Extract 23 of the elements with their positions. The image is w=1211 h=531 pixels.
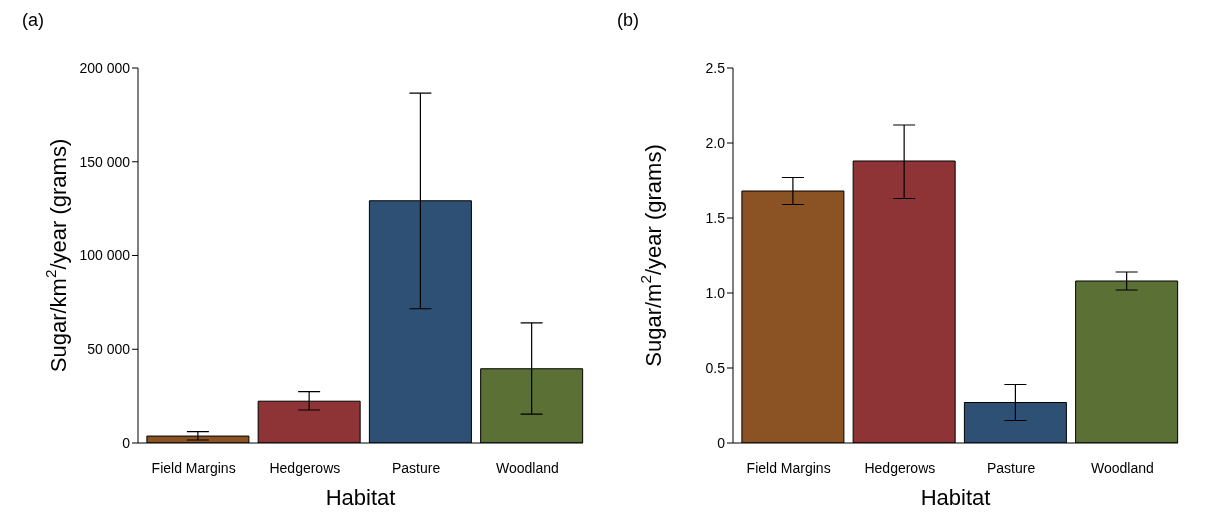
- y-tick-label: 150 000: [79, 153, 131, 170]
- chart-title: (b): [617, 10, 639, 31]
- y-tick-label: 1.5: [705, 209, 726, 226]
- y-tick-label: 1.0: [705, 284, 726, 301]
- y-tick-label: 0: [717, 434, 726, 451]
- x-tick-label: Woodland: [1090, 459, 1154, 476]
- x-tick-label: Hedgerows: [864, 459, 936, 476]
- x-axis-title: Habitat: [325, 484, 396, 510]
- y-tick-label: 200 000: [79, 59, 131, 76]
- chart-title: (a): [22, 10, 44, 31]
- x-axis-title: Habitat: [920, 484, 991, 510]
- y-tick-label: 2.5: [705, 59, 726, 76]
- y-tick-label: 0.5: [705, 359, 726, 376]
- y-tick-label: 0: [122, 434, 131, 451]
- y-tick-label: 2.0: [705, 134, 726, 151]
- x-tick-label: Pasture: [392, 459, 441, 476]
- x-tick-label: Field Margins: [746, 459, 831, 476]
- x-tick-label: Woodland: [495, 459, 559, 476]
- x-tick-label: Field Margins: [151, 459, 236, 476]
- y-tick-label: 100 000: [79, 247, 131, 264]
- y-tick-label: 50 000: [87, 341, 131, 358]
- x-tick-label: Hedgerows: [269, 459, 341, 476]
- x-tick-label: Pasture: [987, 459, 1036, 476]
